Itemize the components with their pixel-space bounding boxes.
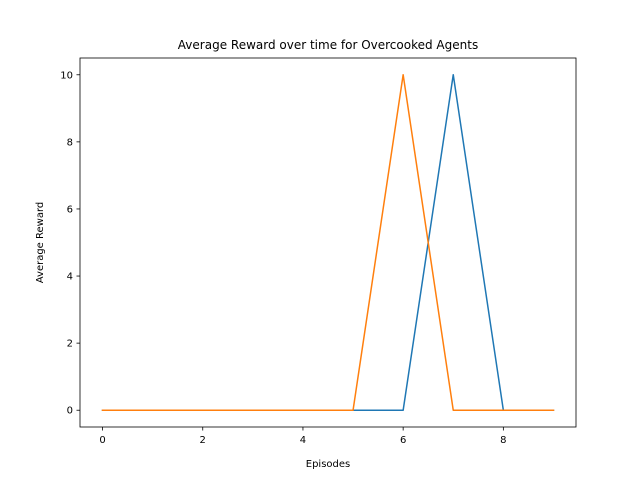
x-tick-label: 0 xyxy=(99,435,105,446)
x-tick-label: 6 xyxy=(400,435,406,446)
x-axis-title: Episodes xyxy=(306,459,350,470)
x-tick-label: 2 xyxy=(200,435,206,446)
x-tick-label: 8 xyxy=(500,435,506,446)
axis-ticks: 0 2 4 6 8 0 2 4 6 8 10 xyxy=(60,70,506,446)
y-tick-label: 6 xyxy=(67,204,73,215)
y-tick-label: 8 xyxy=(67,137,73,148)
x-tick-label: 4 xyxy=(300,435,306,446)
axes-frame xyxy=(79,57,577,428)
chart-title: Average Reward over time for Overcooked … xyxy=(178,38,478,52)
plot-area xyxy=(101,74,555,411)
y-axis-title: Average Reward xyxy=(35,202,46,283)
y-tick-label: 0 xyxy=(67,406,73,417)
y-tick-label: 4 xyxy=(67,272,73,283)
series-line-2 xyxy=(101,74,555,411)
y-tick-label: 10 xyxy=(60,70,73,81)
y-tick-label: 2 xyxy=(67,339,73,350)
